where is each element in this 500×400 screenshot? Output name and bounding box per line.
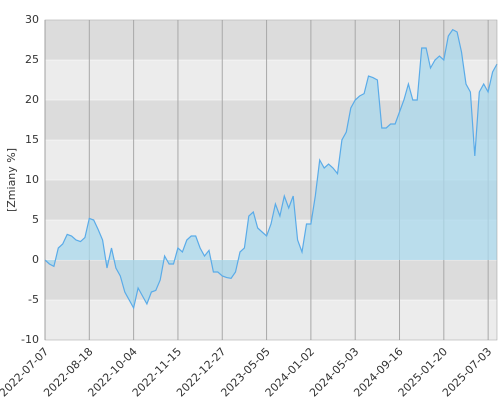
- y-tick-label: 5: [32, 213, 39, 226]
- y-axis-label: [Zmiany %]: [5, 148, 18, 212]
- band: [45, 300, 497, 340]
- y-tick-label: 20: [25, 93, 39, 106]
- band: [45, 260, 497, 300]
- area: [45, 29, 497, 308]
- y-tick-label: 25: [25, 53, 39, 66]
- y-tick-label: -5: [28, 293, 39, 306]
- y-tick-label: 30: [25, 13, 39, 26]
- plot-border: [44, 19, 498, 341]
- y-tick-label: 10: [25, 173, 39, 186]
- band: [45, 20, 497, 60]
- y-tick-label: 0: [32, 253, 39, 266]
- line: [44, 28, 498, 310]
- y-tick-label: -10: [21, 333, 39, 346]
- y-tick-label: 15: [25, 133, 39, 146]
